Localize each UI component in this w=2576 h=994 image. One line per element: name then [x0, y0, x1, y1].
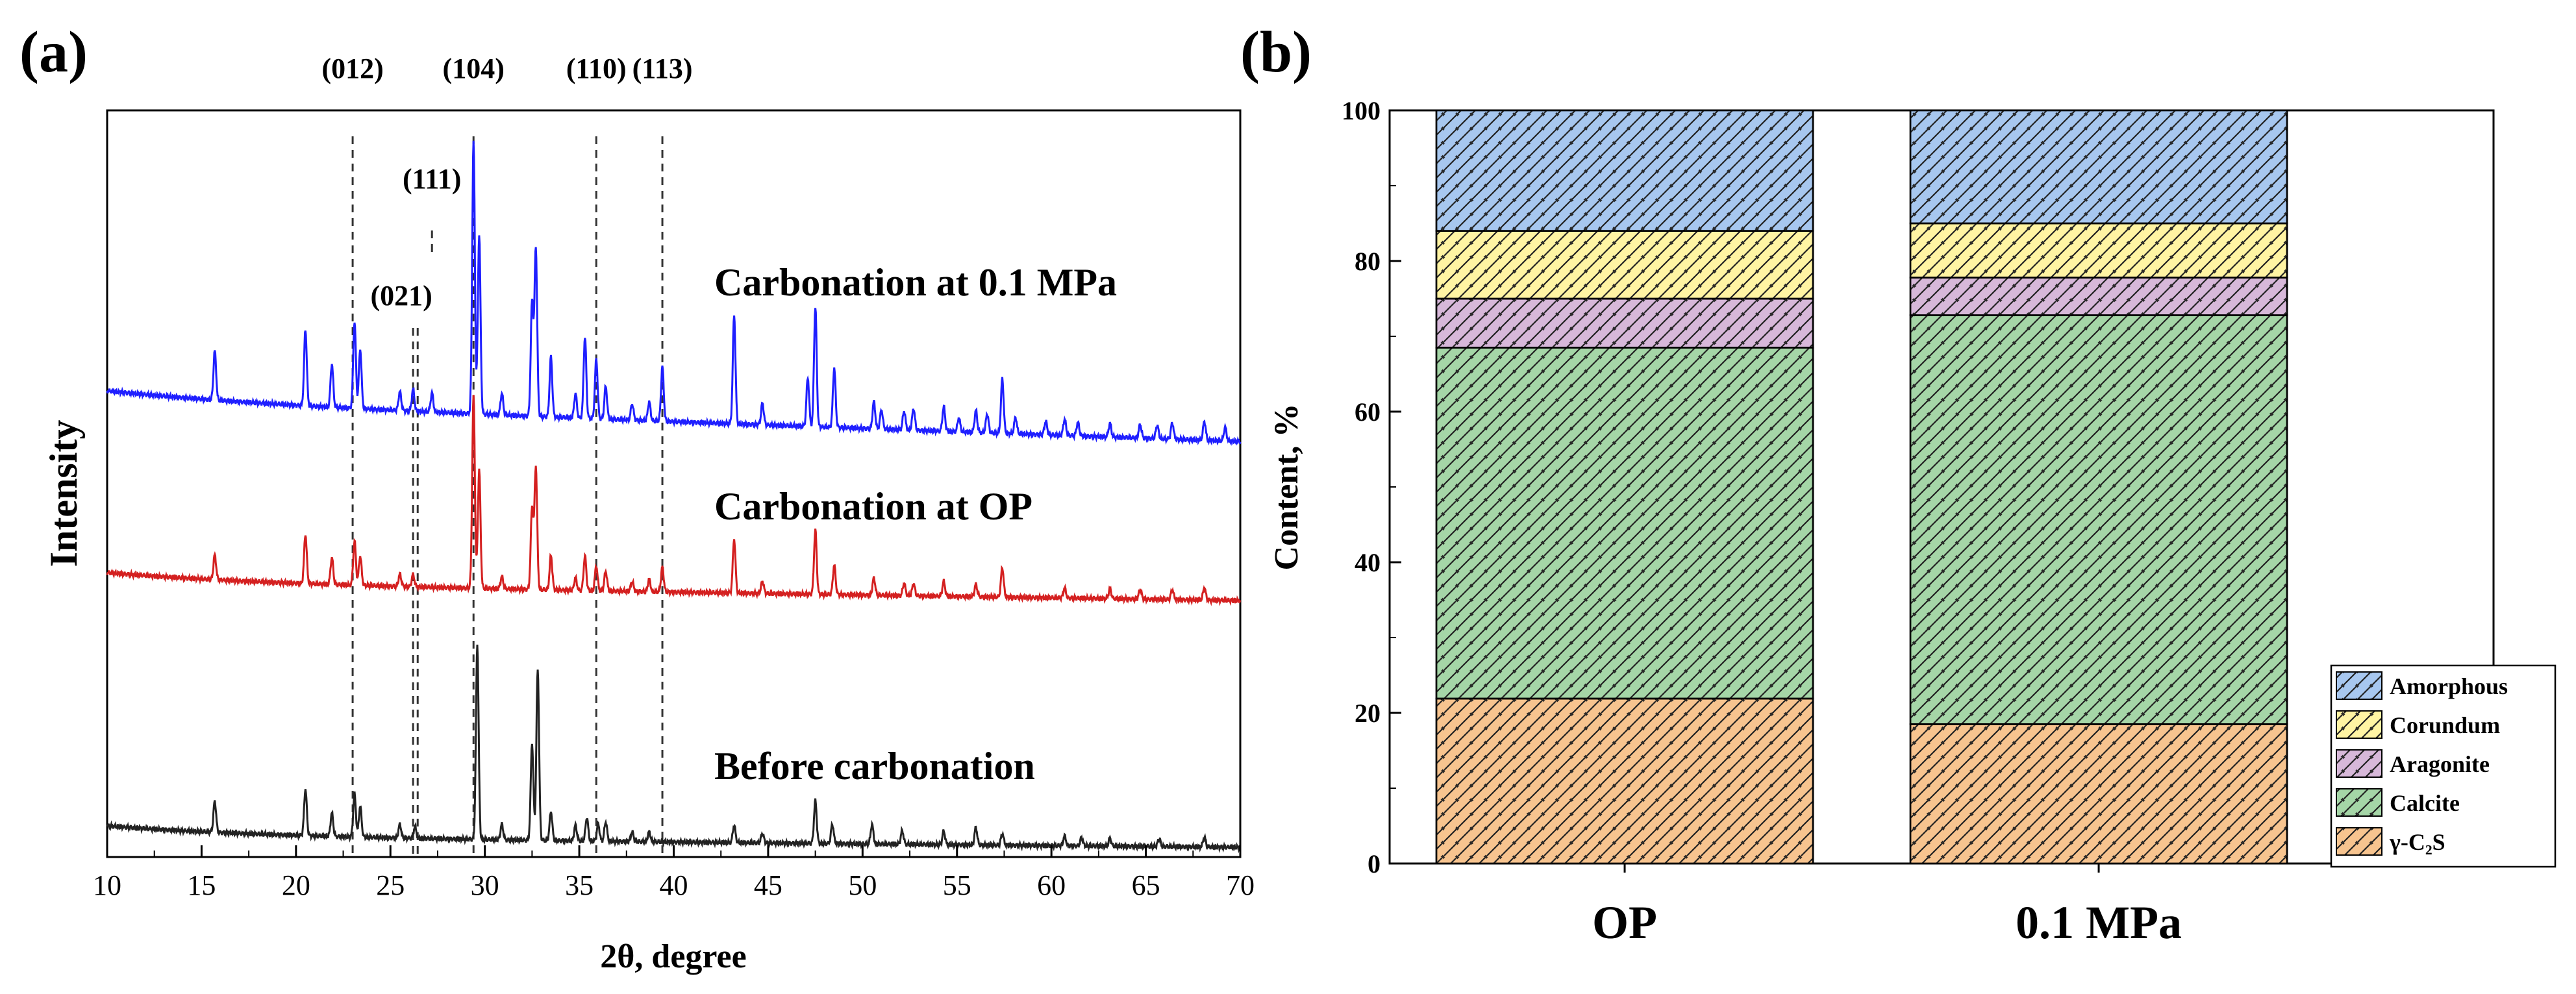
x-tick-label: 35 [565, 869, 594, 901]
bar-segment-hatch [1909, 109, 2288, 225]
curve-label: Before carbonation [714, 745, 1035, 788]
x-tick-label: 50 [848, 869, 877, 901]
xrd-curve [106, 644, 1242, 854]
curve-label: Carbonation at OP [714, 485, 1032, 528]
y-tick-label: 0 [1368, 849, 1381, 878]
stacked-bars [1435, 109, 2288, 865]
xrd-curve [106, 395, 1242, 606]
curve-label: Carbonation at 0.1 MPa [714, 261, 1117, 304]
xrd-plot-frame [106, 109, 1242, 858]
legend: Amorphous Corundum Aragonite Calcite γ-C₂S [2330, 664, 2557, 868]
x-tick-label: 65 [1132, 869, 1160, 901]
y-tick-label: 40 [1355, 548, 1381, 577]
reference-lines: (012) (021) (111) (104) (110) (113) [321, 53, 692, 857]
reference-line-label: (110) [566, 53, 627, 84]
bar-segment-hatch [1435, 109, 1814, 232]
y-tick-label: 60 [1355, 397, 1381, 427]
legend-label: Amorphous [2390, 673, 2508, 699]
x-axis-categories: OP 0.1 MPa [1592, 864, 2182, 949]
reference-line-label: (111) [403, 163, 461, 195]
xrd-curve [106, 140, 1242, 446]
bar-segment-hatch [1909, 222, 2288, 279]
bar-segment-hatch [1909, 314, 2288, 725]
xrd-panel: (a) (012) (021) (111) (104) (110) (113) Carbo… [19, 20, 1255, 975]
x-axis-ticks: 10 15 20 25 30 35 40 45 50 55 60 65 70 [93, 845, 1255, 901]
x-tick-label: 30 [471, 869, 499, 901]
y-axis-ticks: 0 20 40 60 80 100 [1342, 96, 1401, 878]
x-tick-label: 55 [943, 869, 971, 901]
bar-segment-hatch [1909, 277, 2288, 316]
legend-label: γ-C₂S [2389, 829, 2445, 855]
legend-swatch-hatch [2336, 749, 2382, 778]
category-label: OP [1592, 897, 1657, 949]
reference-line-label: (012) [321, 53, 383, 84]
panel-label-a: (a) [19, 20, 88, 84]
xrd-curves: Carbonation at 0.1 MPa Carbonation at OP B… [106, 140, 1242, 854]
x-tick-label: 60 [1037, 869, 1066, 901]
y-axis-label: Intensity [42, 420, 85, 567]
x-tick-label: 70 [1226, 869, 1255, 901]
legend-swatch-hatch [2336, 788, 2382, 817]
x-tick-label: 25 [376, 869, 405, 901]
x-tick-label: 45 [754, 869, 782, 901]
y-axis-label: Content, % [1268, 403, 1305, 570]
bar-segment-hatch [1435, 230, 1814, 300]
legend-label: Aragonite [2390, 751, 2490, 777]
bar-segment-hatch [1909, 723, 2288, 865]
x-tick-label: 15 [187, 869, 216, 901]
bar-segment-hatch [1435, 347, 1814, 700]
y-tick-label: 100 [1342, 96, 1381, 125]
bar-segment-hatch [1435, 297, 1814, 349]
y-tick-label: 20 [1355, 699, 1381, 728]
bar-segment-hatch [1435, 697, 1814, 865]
reference-line-label: (021) [370, 280, 432, 312]
legend-swatch-hatch [2336, 827, 2382, 856]
legend-swatch-hatch [2336, 671, 2382, 700]
legend-swatch-hatch [2336, 710, 2382, 739]
composition-panel: (b) 0 20 40 60 80 100 OP 0.1 MPa Content, % Am… [1240, 20, 2557, 949]
x-tick-label: 40 [660, 869, 688, 901]
x-tick-label: 20 [282, 869, 310, 901]
legend-label: Calcite [2390, 790, 2460, 816]
reference-line-label: (104) [443, 53, 505, 84]
reference-line-label: (113) [632, 53, 693, 84]
legend-label: Corundum [2390, 712, 2500, 738]
category-label: 0.1 MPa [2016, 897, 2182, 949]
panel-label-b: (b) [1240, 20, 1312, 84]
x-tick-label: 10 [93, 869, 121, 901]
x-axis-label: 2θ, degree [600, 938, 746, 975]
y-tick-label: 80 [1355, 247, 1381, 276]
